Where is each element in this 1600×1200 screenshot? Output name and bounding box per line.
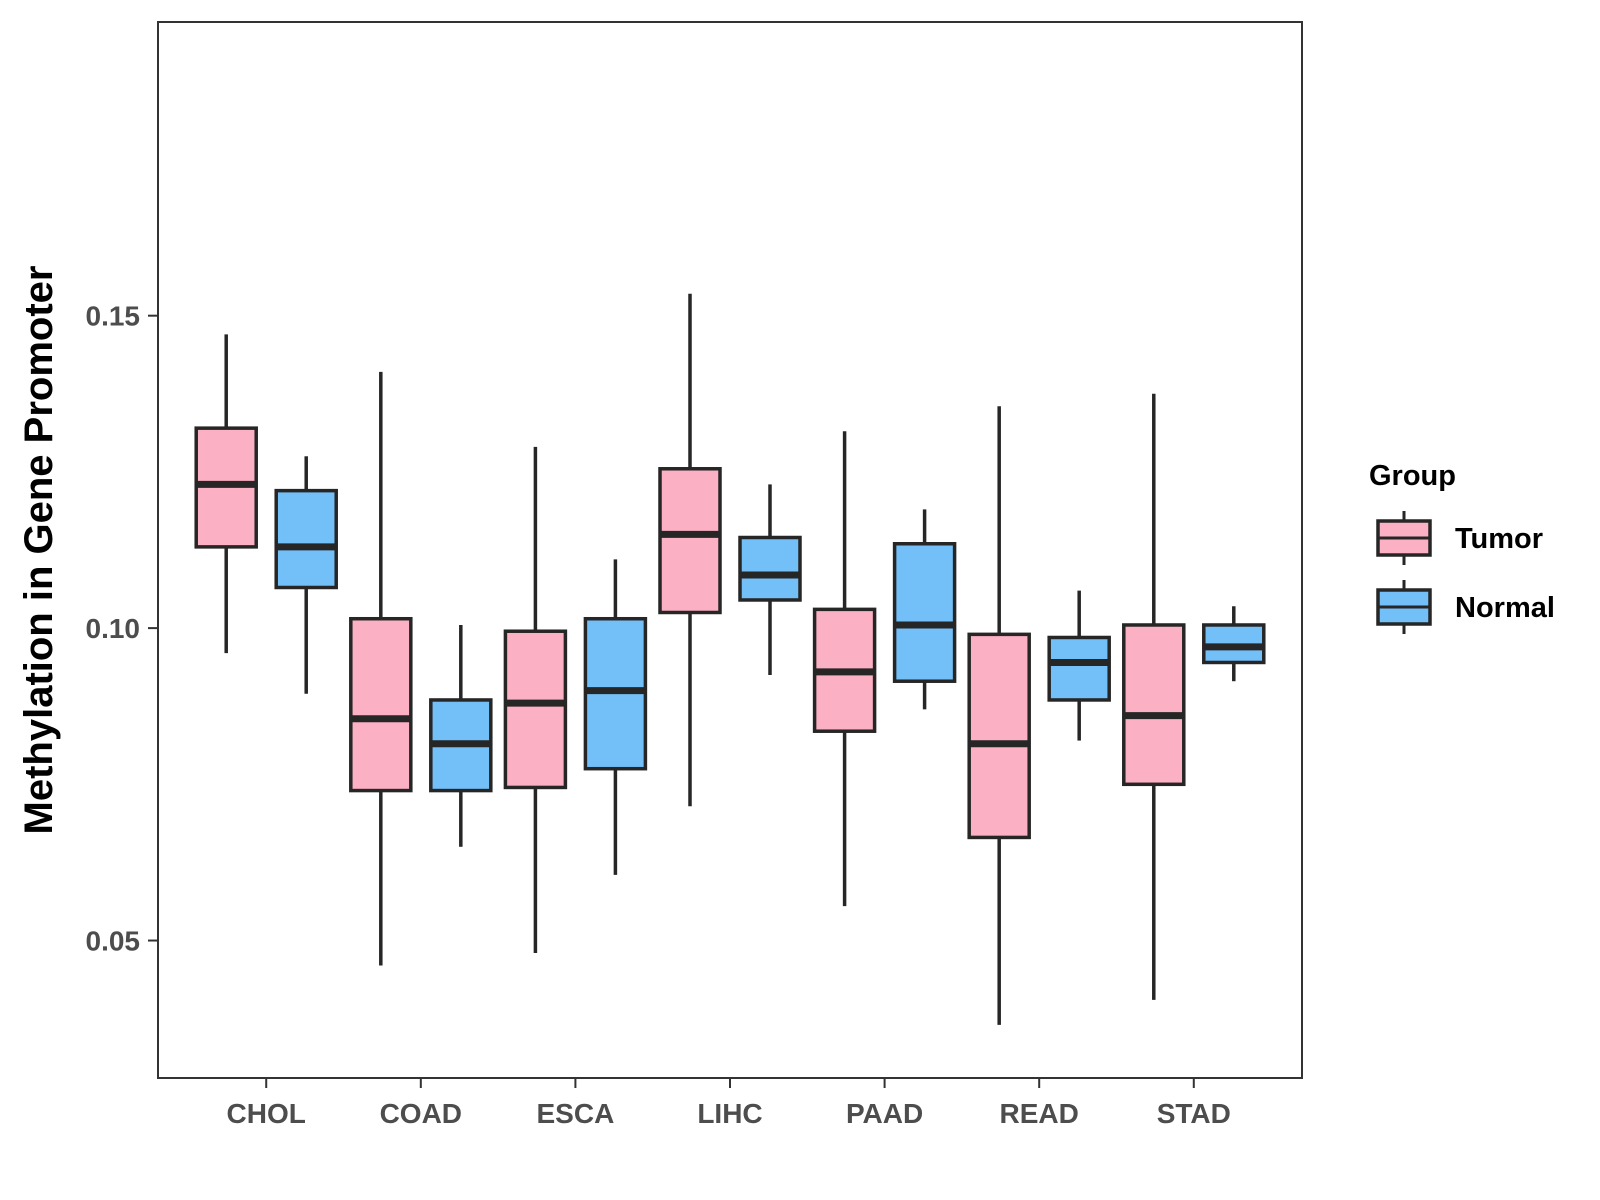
- box-normal-chol: [274, 456, 338, 694]
- box-iqr: [503, 629, 568, 790]
- y-axis: 0.05 0.10 0.15: [86, 301, 158, 957]
- plot-panel-border: [157, 21, 1303, 1079]
- legend-title: Group: [1369, 460, 1456, 492]
- legend-item-tumor: Tumor: [1376, 511, 1543, 565]
- box-iqr: [1122, 623, 1186, 787]
- box-normal-read: [1047, 590, 1111, 741]
- x-tick-label: LIHC: [697, 1098, 762, 1129]
- x-tick-label: CHOL: [227, 1098, 306, 1129]
- legend-label: Tumor: [1455, 523, 1543, 555]
- box-normal-esca: [583, 559, 648, 875]
- box-iqr: [1047, 635, 1111, 702]
- box-normal-stad: [1202, 606, 1266, 682]
- box-iqr: [892, 542, 957, 683]
- box-tumor-esca: [503, 446, 568, 954]
- box-iqr: [658, 467, 722, 615]
- boxes: [194, 293, 1266, 1025]
- box-tumor-lihc: [658, 293, 722, 807]
- legend: Group Tumor Normal: [1369, 460, 1555, 634]
- box-iqr: [738, 535, 802, 602]
- y-axis-title: Methylation in Gene Promoter: [17, 266, 61, 835]
- legend-label: Normal: [1455, 592, 1555, 624]
- box-iqr: [349, 616, 413, 793]
- x-tick-label: READ: [1000, 1098, 1079, 1129]
- x-tick-label: ESCA: [537, 1098, 615, 1129]
- box-normal-lihc: [738, 484, 802, 675]
- box-tumor-read: [967, 406, 1031, 1025]
- box-tumor-coad: [349, 371, 413, 966]
- x-axis: CHOL COAD ESCA LIHC PAAD READ STAD: [227, 1078, 1231, 1129]
- y-tick-label: 0.05: [86, 926, 141, 957]
- x-tick-label: COAD: [380, 1098, 462, 1129]
- x-tick-label: STAD: [1157, 1098, 1231, 1129]
- y-tick-label: 0.15: [86, 301, 141, 332]
- box-iqr: [274, 488, 338, 590]
- box-tumor-stad: [1122, 393, 1186, 1000]
- x-tick-label: PAAD: [846, 1098, 923, 1129]
- legend-item-normal: Normal: [1376, 580, 1555, 634]
- y-tick-label: 0.10: [86, 613, 141, 644]
- box-tumor-paad: [812, 431, 877, 907]
- box-normal-paad: [892, 509, 957, 710]
- box-tumor-chol: [194, 334, 258, 654]
- box-normal-coad: [429, 624, 493, 847]
- box-iqr: [967, 632, 1031, 840]
